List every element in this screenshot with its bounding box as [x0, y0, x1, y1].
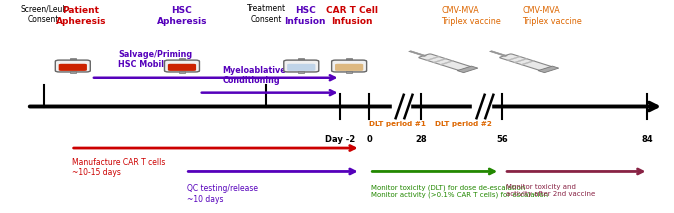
FancyBboxPatch shape — [59, 64, 87, 71]
Bar — [408, 51, 427, 56]
Text: 28: 28 — [415, 135, 427, 144]
FancyBboxPatch shape — [284, 60, 319, 72]
Bar — [179, 58, 185, 61]
Bar — [433, 58, 447, 63]
FancyBboxPatch shape — [164, 60, 200, 72]
Bar — [457, 66, 478, 73]
Text: Screen/Leuk
Consent: Screen/Leuk Consent — [20, 4, 67, 24]
Text: Treatment
Consent: Treatment Consent — [247, 4, 286, 24]
Bar — [70, 58, 75, 61]
Bar — [520, 60, 534, 65]
Text: CMV-MVA
Triplex vaccine: CMV-MVA Triplex vaccine — [522, 6, 582, 26]
FancyBboxPatch shape — [287, 64, 315, 71]
Text: 84: 84 — [641, 135, 653, 144]
Bar — [70, 71, 75, 73]
Bar — [299, 58, 304, 61]
Text: 0: 0 — [367, 135, 372, 144]
Bar — [299, 71, 304, 73]
Text: HSC
Apheresis: HSC Apheresis — [157, 6, 207, 26]
Bar — [439, 60, 454, 65]
Bar — [538, 66, 559, 73]
Text: Day -2: Day -2 — [326, 135, 355, 144]
Text: Monitor toxicity (DLT) for dose de-escalation
Monitor activity (>0.1% CAR T cell: Monitor toxicity (DLT) for dose de-escal… — [371, 184, 548, 198]
Text: QC testing/release
~10 days: QC testing/release ~10 days — [187, 184, 257, 204]
Bar — [514, 58, 528, 63]
Text: Salvage/Priming
HSC Mobilization: Salvage/Priming HSC Mobilization — [118, 50, 195, 69]
Text: Monitor toxicity and
activity after 2nd vaccine: Monitor toxicity and activity after 2nd … — [506, 184, 594, 197]
Text: HSC
Infusion: HSC Infusion — [284, 6, 326, 26]
FancyBboxPatch shape — [419, 54, 471, 71]
FancyBboxPatch shape — [332, 60, 367, 72]
FancyBboxPatch shape — [499, 54, 552, 71]
Text: Manufacture CAR T cells
~10-15 days: Manufacture CAR T cells ~10-15 days — [72, 158, 166, 177]
Text: DLT period #2: DLT period #2 — [435, 121, 491, 127]
Bar — [426, 56, 440, 61]
FancyBboxPatch shape — [168, 64, 196, 71]
Text: Patient
Apheresis: Patient Apheresis — [56, 6, 106, 26]
Bar — [179, 71, 185, 73]
Text: CMV-MVA
Triplex vaccine: CMV-MVA Triplex vaccine — [441, 6, 501, 26]
Text: CAR T Cell
Infusion: CAR T Cell Infusion — [326, 6, 378, 26]
FancyBboxPatch shape — [335, 64, 363, 71]
Bar — [346, 71, 352, 73]
Bar — [489, 51, 508, 56]
FancyBboxPatch shape — [55, 60, 90, 72]
Bar — [507, 56, 521, 61]
Text: DLT period #1: DLT period #1 — [369, 121, 426, 127]
Bar — [346, 58, 352, 61]
Text: Myeloablative
Conditioning: Myeloablative Conditioning — [222, 66, 286, 85]
Text: 56: 56 — [496, 135, 508, 144]
